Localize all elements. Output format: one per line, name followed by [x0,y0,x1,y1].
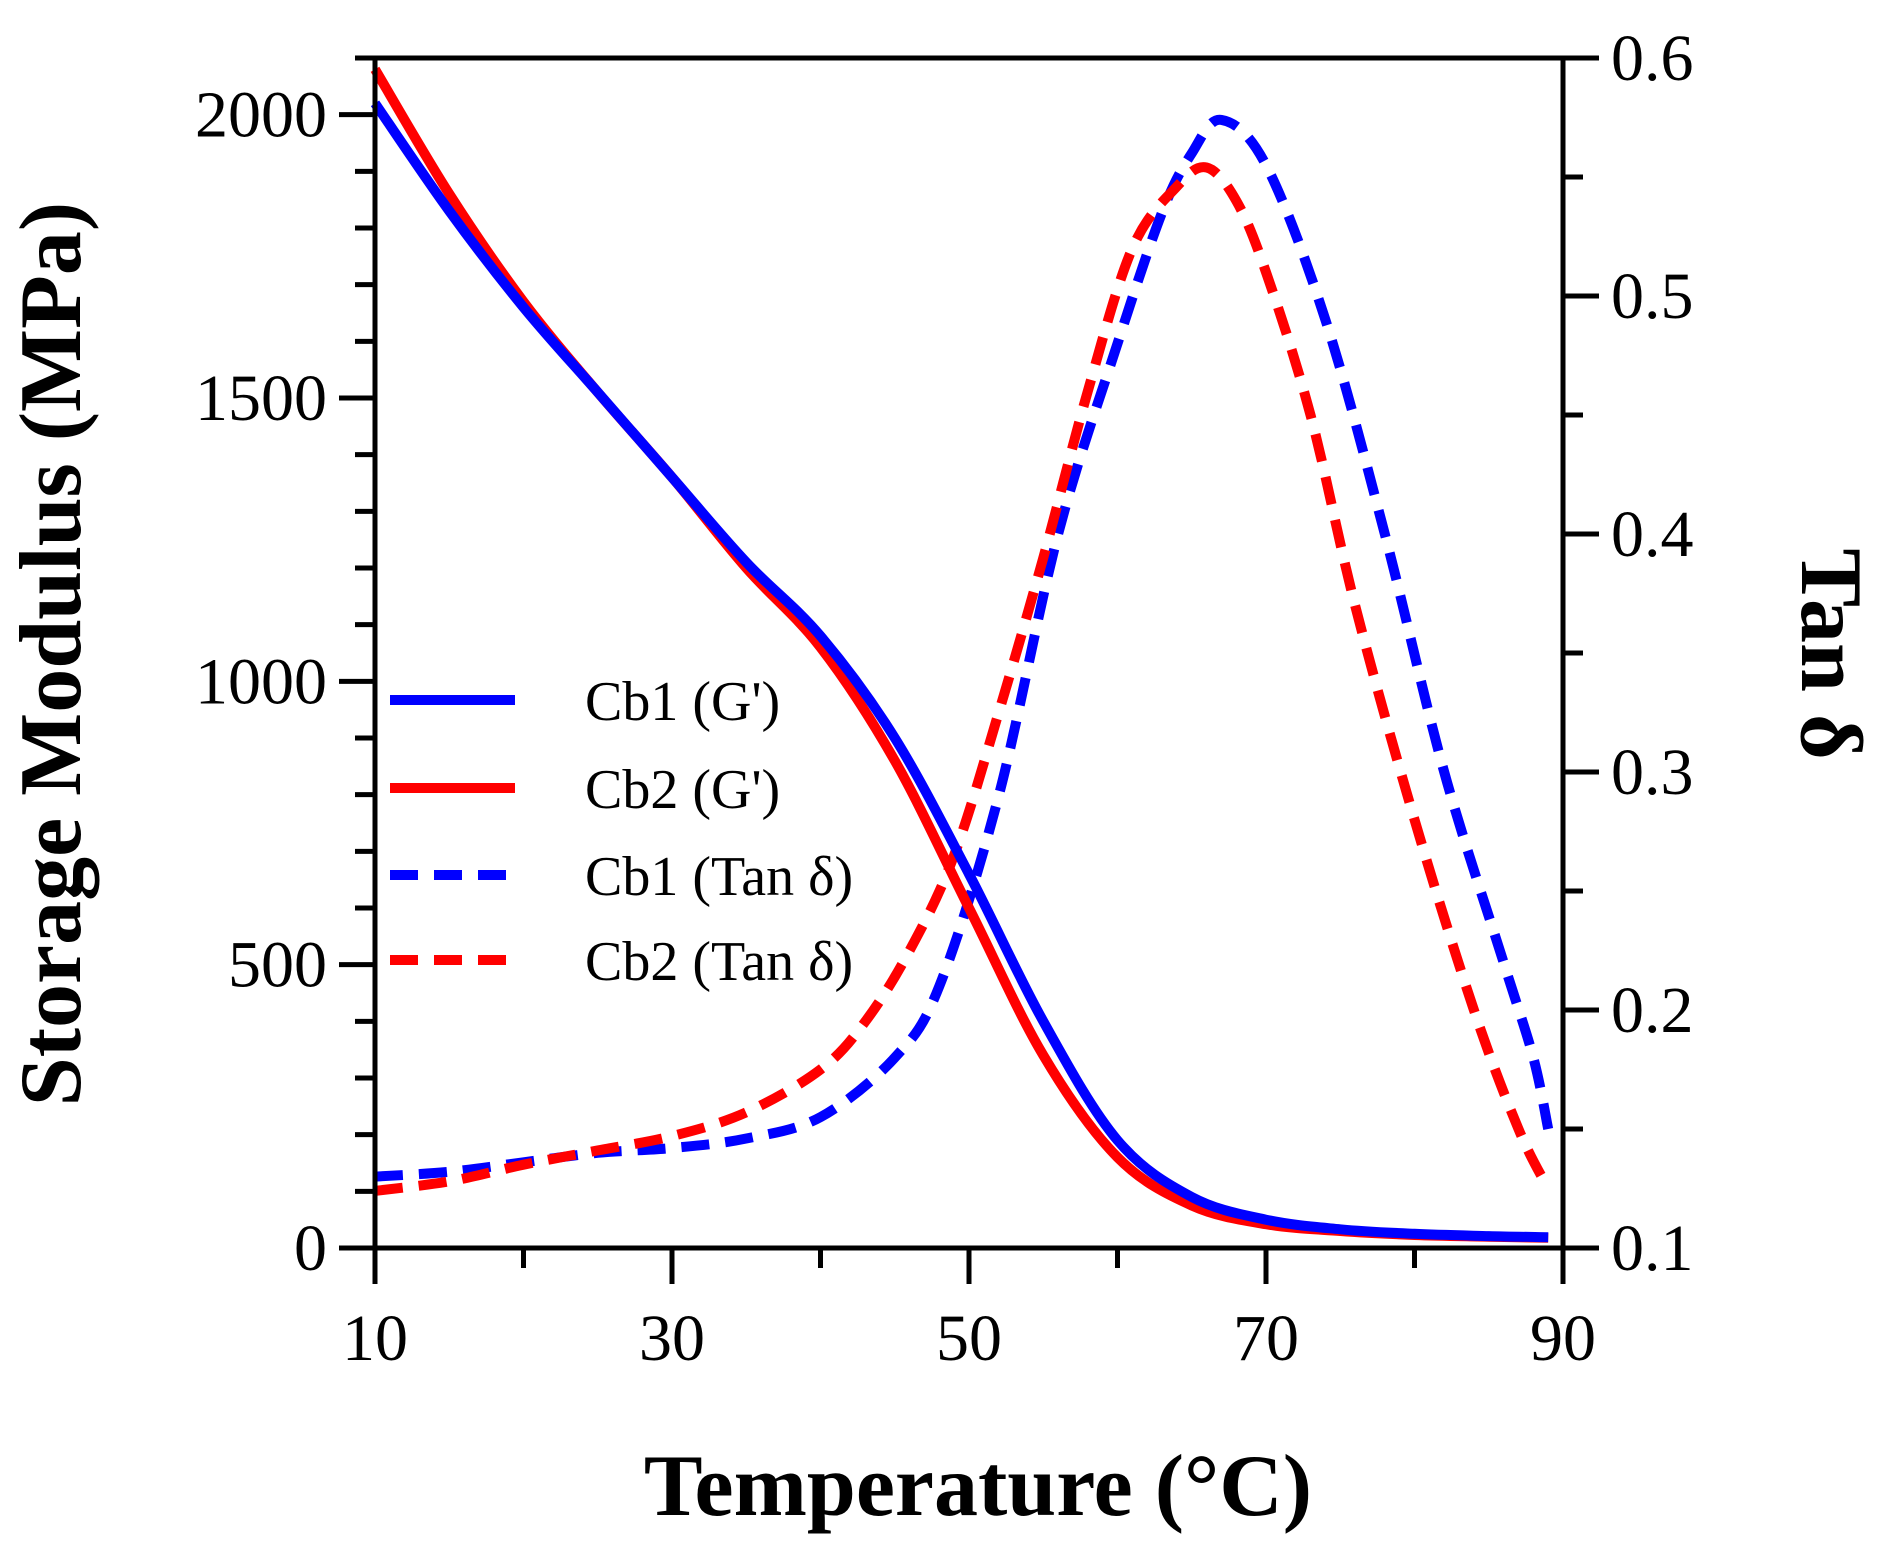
x-axis-title: Temperature (°C) [644,1438,1312,1535]
x-tick-label: 10 [342,1302,408,1375]
series-line-cb2-tan [374,162,1553,1196]
legend-label-cb1-tan: Cb1 (Tan δ) [585,846,853,908]
y-axis-left-title: Storage Modulus (MPa) [3,202,100,1106]
y-right-tick-label: 0.4 [1611,498,1694,571]
series-layer [370,66,1554,1243]
y-axis-right-title: Tan δ [1782,548,1879,759]
x-tick-label: 30 [639,1302,705,1375]
series-line-cb1-tan [374,114,1554,1182]
y-right-tick-label: 0.6 [1611,22,1694,95]
legend-label-cb1-gprime: Cb1 (G') [585,671,780,733]
y-right-tick-label: 0.3 [1611,736,1694,809]
plot-frame [372,55,1566,1251]
y-left-tick-label: 0 [294,1212,327,1285]
y-left-tick-label: 2000 [195,79,327,152]
x-tick-label: 50 [936,1302,1002,1375]
y-left-tick-label: 500 [228,929,327,1002]
x-tick-label: 70 [1233,1302,1299,1375]
axis-ticks: 10 30 50 70 90 0 500 1000 1500 2000 0.1 0.2 0.3 0.4 0.… [195,22,1694,1375]
legend-label-cb2-tan: Cb2 (Tan δ) [585,931,853,993]
series-line-cb1-gprime [370,100,1549,1243]
y-left-tick-label: 1500 [195,362,327,435]
legend-label-cb2-gprime: Cb2 (G') [585,759,780,821]
y-right-tick-label: 0.2 [1611,974,1694,1047]
y-right-tick-label: 0.5 [1611,260,1694,333]
y-right-tick-label: 0.1 [1611,1212,1694,1285]
x-tick-label: 90 [1530,1302,1596,1375]
y-left-tick-label: 1000 [195,645,327,718]
legend: Cb1 (G') Cb2 (G') Cb1 (Tan δ) Cb2 (Tan δ… [390,671,853,993]
